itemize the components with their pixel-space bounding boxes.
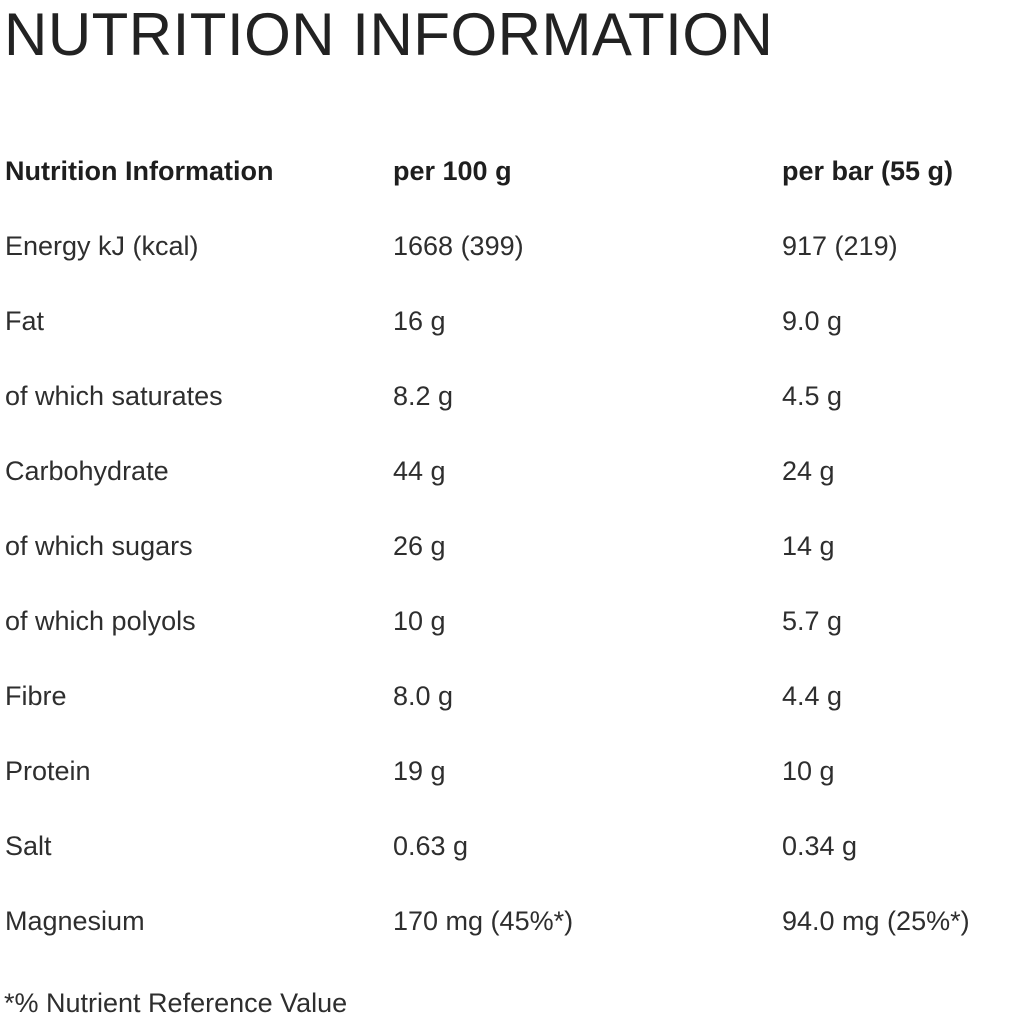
value-per-100g: 19 g (393, 756, 446, 786)
value-per-bar: 9.0 g (782, 306, 843, 336)
nutrient-name: of which polyols (5, 606, 196, 636)
value-per-bar: 10 g (782, 756, 835, 786)
value-per-bar: 4.5 g (782, 381, 843, 411)
value-per-bar: 5.7 g (782, 606, 843, 636)
nutrient-name: of which sugars (5, 531, 193, 561)
table-row: Salt 0.63 g 0.34 g (5, 809, 1024, 884)
table-row: Fat 16 g 9.0 g (5, 284, 1024, 359)
nutrient-name: Fat (5, 306, 45, 336)
table-row: Magnesium 170 mg (45%*) 94.0 mg (25%*) (5, 884, 1024, 959)
column-header-nutrient: Nutrition Information (5, 156, 274, 186)
nutrient-name: Energy kJ (kcal) (5, 231, 199, 261)
value-per-bar: 4.4 g (782, 681, 843, 711)
value-per-100g: 8.0 g (393, 681, 454, 711)
value-per-100g: 0.63 g (393, 831, 469, 861)
value-per-100g: 16 g (393, 306, 446, 336)
page-title: NUTRITION INFORMATION (4, 1, 774, 68)
nutrient-name: Carbohydrate (5, 456, 169, 486)
nutrition-table: Nutrition Information per 100 g per bar … (5, 134, 1024, 959)
column-header-per-bar: per bar (55 g) (782, 156, 954, 186)
table-row: Protein 19 g 10 g (5, 734, 1024, 809)
value-per-100g: 44 g (393, 456, 446, 486)
value-per-bar: 94.0 mg (25%*) (782, 906, 970, 936)
footnote: *% Nutrient Reference Value (4, 988, 348, 1018)
value-per-bar: 24 g (782, 456, 835, 486)
table-row: Energy kJ (kcal) 1668 (399) 917 (219) (5, 209, 1024, 284)
nutrient-name: Fibre (5, 681, 67, 711)
nutrient-name: Magnesium (5, 906, 145, 936)
table-row: Fibre 8.0 g 4.4 g (5, 659, 1024, 734)
table-row: of which saturates 8.2 g 4.5 g (5, 359, 1024, 434)
value-per-100g: 8.2 g (393, 381, 454, 411)
value-per-100g: 10 g (393, 606, 446, 636)
value-per-bar: 14 g (782, 531, 835, 561)
table-row: of which polyols 10 g 5.7 g (5, 584, 1024, 659)
value-per-bar: 917 (219) (782, 231, 898, 261)
nutrient-name: Salt (5, 831, 52, 861)
table-row: Carbohydrate 44 g 24 g (5, 434, 1024, 509)
value-per-100g: 26 g (393, 531, 446, 561)
value-per-100g: 1668 (399) (393, 231, 524, 261)
table-header-row: Nutrition Information per 100 g per bar … (5, 134, 1024, 209)
nutrient-name: of which saturates (5, 381, 223, 411)
value-per-bar: 0.34 g (782, 831, 858, 861)
table-row: of which sugars 26 g 14 g (5, 509, 1024, 584)
value-per-100g: 170 mg (45%*) (393, 906, 574, 936)
nutrient-name: Protein (5, 756, 91, 786)
column-header-per-100g: per 100 g (393, 156, 512, 186)
